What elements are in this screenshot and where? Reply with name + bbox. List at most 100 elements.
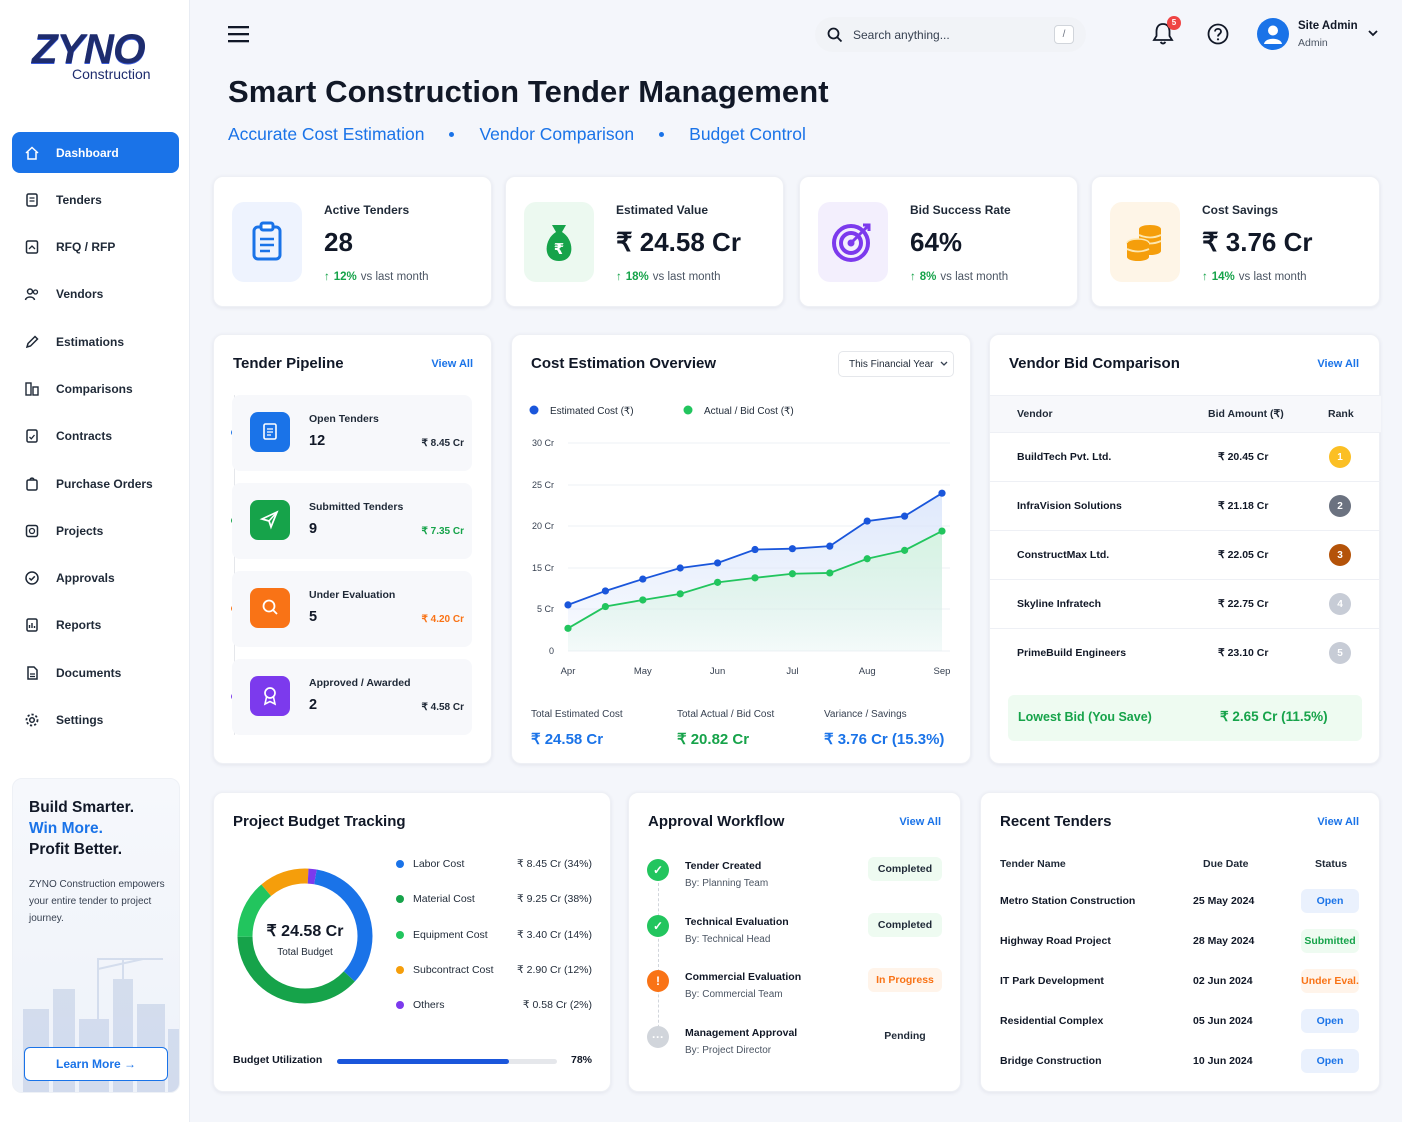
tender-row[interactable]: Metro Station Construction 25 May 2024 Ope… [981,889,1381,929]
data-point[interactable] [564,624,572,632]
help-icon[interactable] [1207,23,1229,45]
kpi-card-bid-success-rate[interactable]: Bid Success Rate 64% ↑ 8% vs last month [799,176,1078,307]
hamburger-menu-icon[interactable] [228,24,250,44]
pipeline-stage-amount: ₹ 8.45 Cr [421,438,465,449]
target-icon [818,202,888,282]
promo-text: ZYNO Construction empowers your entire t… [29,879,165,924]
kpi-card-estimated-value[interactable]: ₹ Estimated Value ₹ 24.58 Cr ↑ 18% vs last mo… [505,176,784,307]
pipeline-stage-amount: ₹ 4.58 Cr [421,702,465,713]
data-point[interactable] [938,489,946,497]
workflow-status-badge: In Progress [868,968,942,992]
sidebar-item-contracts[interactable]: Contracts [12,416,179,457]
vendor-view-all-link[interactable]: View All [1317,358,1359,370]
sidebar-item-estimations[interactable]: Estimations [12,321,179,362]
kpi-delta-text: vs last month [940,271,1009,283]
kpi-card-cost-savings[interactable]: Cost Savings ₹ 3.76 Cr ↑ 14% vs last month [1091,176,1380,307]
learn-more-button[interactable]: Learn More → [24,1047,168,1081]
kpi-delta-percent: 8% [919,271,937,283]
kpi-label: Cost Savings [1202,203,1279,217]
sidebar-item-reports[interactable]: Reports [12,605,179,646]
data-point[interactable] [901,512,909,520]
data-point[interactable] [788,570,796,578]
data-point[interactable] [938,527,946,535]
project-icon [24,523,40,539]
budget-legend-label: Equipment Cost [413,928,488,941]
vendor-row[interactable]: InfraVision Solutions ₹ 21.18 Cr 2 [990,482,1381,531]
pipeline-stage-approved-awarded[interactable]: Approved / Awarded 2 ₹ 4.58 Cr [232,659,472,735]
data-point[interactable] [863,517,871,525]
vendor-row[interactable]: Skyline Infratech ₹ 22.75 Cr 4 [990,580,1381,629]
chevron-down-icon[interactable] [1367,28,1379,38]
kpi-delta: ↑ 12% vs last month [324,271,429,283]
data-point[interactable] [639,596,647,604]
tender-row[interactable]: Residential Complex 05 Jun 2024 Open [981,1009,1381,1049]
vendor-row[interactable]: PrimeBuild Engineers ₹ 23.10 Cr 5 [990,629,1381,678]
data-point[interactable] [863,555,871,563]
workflow-view-all-link[interactable]: View All [899,816,941,828]
pipeline-stage-under-evaluation[interactable]: Under Evaluation 5 ₹ 4.20 Cr [232,571,472,647]
alert-icon: ! [647,970,669,992]
tender-status-badge: Open [1301,1049,1359,1073]
search-input[interactable]: Search anything... [853,27,950,42]
logo[interactable]: ZYNO Construction [32,28,151,83]
sidebar-item-projects[interactable]: Projects [12,510,179,551]
budget-legend-amount: ₹ 8.45 Cr (34%) [517,858,592,870]
data-point[interactable] [901,546,909,554]
sidebar-item-dashboard[interactable]: Dashboard [12,132,179,173]
donut-segment[interactable] [235,866,374,1005]
sidebar-item-approvals[interactable]: Approvals [12,558,179,599]
sidebar-item-tenders[interactable]: Tenders [12,179,179,220]
pipeline-timeline-line [234,395,235,735]
data-point[interactable] [826,569,834,577]
data-point[interactable] [639,575,647,583]
data-point[interactable] [714,559,722,567]
donut-segment[interactable] [235,866,374,1005]
data-point[interactable] [676,590,684,598]
data-point[interactable] [788,545,796,553]
data-point[interactable] [714,578,722,586]
data-point[interactable] [564,601,572,609]
sidebar-item-comparisons[interactable]: Comparisons [12,368,179,409]
data-point[interactable] [826,542,834,550]
avatar[interactable] [1257,18,1289,50]
sidebar-item-documents[interactable]: Documents [12,652,179,693]
budget-total-value: ₹ 24.58 Cr [266,923,344,940]
pipeline-stage-open-tenders[interactable]: Open Tenders 12 ₹ 8.45 Cr [232,395,472,471]
donut-segment[interactable] [235,866,374,1005]
user-icon [1264,25,1282,44]
vendor-bid-title: Vendor Bid Comparison [1009,355,1180,372]
sidebar-item-purchase-orders[interactable]: Purchase Orders [12,463,179,504]
data-point[interactable] [751,545,759,554]
cost-estimation-title: Cost Estimation Overview [531,355,717,372]
user-name[interactable]: Site Admin [1298,20,1358,32]
pipeline-view-all-link[interactable]: View All [431,358,473,370]
tag-separator [449,132,455,137]
vendor-row[interactable]: BuildTech Pvt. Ltd. ₹ 20.45 Cr 1 [990,433,1381,482]
sidebar-item-settings[interactable]: Settings [12,700,179,741]
data-point[interactable] [601,587,609,595]
pipeline-stage-submitted-tenders[interactable]: Submitted Tenders 9 ₹ 7.35 Cr [232,483,472,559]
sidebar-item-rfq-rfp[interactable]: RFQ / RFP [12,227,179,268]
tender-row[interactable]: IT Park Development 02 Jun 2024 Under Eval… [981,969,1381,1009]
data-point[interactable] [751,574,759,582]
data-point[interactable] [601,602,609,611]
period-select[interactable]: This Financial Year [838,351,954,377]
pipeline-stage-count: 5 [309,609,318,625]
rank-col-header: Rank [1328,408,1354,420]
sidebar-item-vendors[interactable]: Vendors [12,274,179,315]
tender-pipeline-title: Tender Pipeline [233,355,344,372]
budget-legend-amount: ₹ 3.40 Cr (14%) [517,928,592,941]
notifications-button[interactable]: 5 [1152,16,1181,51]
tender-row[interactable]: Highway Road Project 28 May 2024 Submitted [981,929,1381,969]
search-bar[interactable]: Search anything... / [815,17,1086,52]
arrow-up-icon: ↑ [910,271,916,283]
data-point[interactable] [676,564,684,572]
promo-heading: Build Smarter. Win More. Profit Better. [29,797,134,860]
vendor-row[interactable]: ConstructMax Ltd. ₹ 22.05 Cr 3 [990,531,1381,580]
tender-row[interactable]: Bridge Construction 10 Jun 2024 Open [981,1049,1381,1089]
check-icon: ✓ [647,859,669,881]
kpi-card-active-tenders[interactable]: Active Tenders 28 ↑ 12% vs last month [213,176,492,307]
sidebar-item-label: Approvals [56,571,115,586]
recent-view-all-link[interactable]: View All [1317,816,1359,828]
workflow-status-badge: Completed [868,857,942,881]
